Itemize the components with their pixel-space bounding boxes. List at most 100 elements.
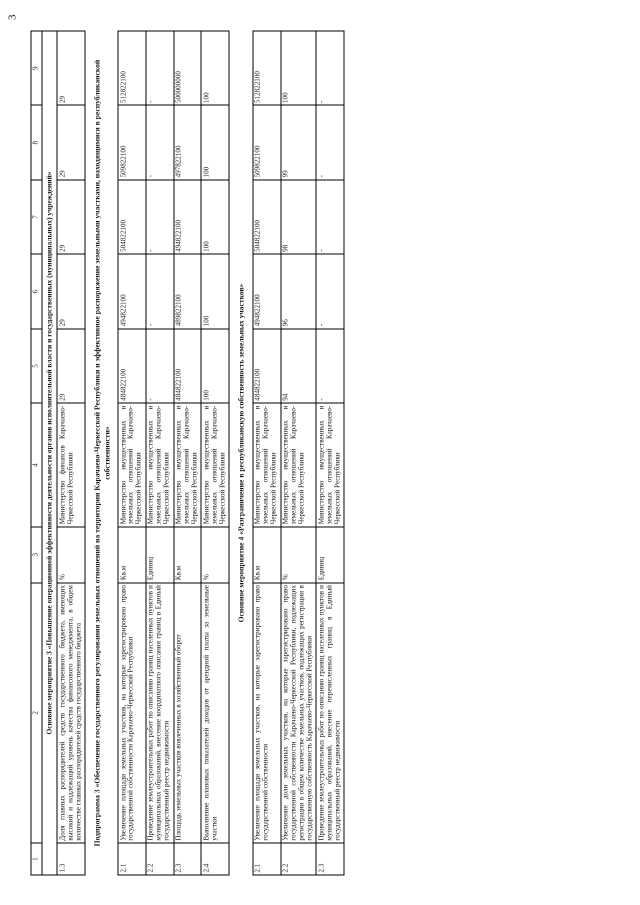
row-value-5: 484822100 xyxy=(252,328,281,403)
row-indicator-name: Доля главных распорядителей средств госу… xyxy=(56,582,85,843)
row-number: 2.3 xyxy=(173,842,201,875)
section-header-om3: Основное мероприятие 3 «Повышение операц… xyxy=(41,30,57,875)
column-number-row: 1 2 3 4 5 6 7 8 9 xyxy=(30,30,42,875)
row-executor: Министерство имущественных и земельных о… xyxy=(315,402,344,527)
row-value-9: 500000000 xyxy=(173,30,201,105)
row-value-5: 484822100 xyxy=(173,328,201,403)
row-unit: % xyxy=(56,526,85,583)
row-value-7: 504822100 xyxy=(117,179,146,254)
row-unit: Единиц xyxy=(315,526,344,583)
table-row: 2.2 Проведение землеустроительных работ … xyxy=(145,30,174,875)
row-value-9: 100 xyxy=(280,30,316,105)
row-value-7: 98 xyxy=(280,179,316,254)
row-value-8: 497822100 xyxy=(173,105,201,180)
colnum-9: 9 xyxy=(30,30,42,105)
row-value-9: 512822100 xyxy=(117,30,146,105)
row-indicator-name: Увеличение площади земельных участков, н… xyxy=(252,582,281,843)
row-indicator-name: Увеличение доли земельных участков, на к… xyxy=(280,582,316,843)
row-value-6: 100 xyxy=(200,253,229,329)
row-value-5: 94 xyxy=(280,328,316,403)
row-value-7: - xyxy=(315,179,344,254)
row-value-5: 100 xyxy=(200,328,229,403)
colnum-3: 3 xyxy=(30,526,42,583)
row-value-9: 512822100 xyxy=(252,30,281,105)
section-title-om3: Основное мероприятие 3 «Повышение операц… xyxy=(41,30,57,875)
row-unit: Кв.м xyxy=(173,526,201,583)
row-unit: Единиц xyxy=(145,526,174,583)
row-value-7: 100 xyxy=(200,179,229,254)
row-indicator-name: Проведение землеустроительных работ по о… xyxy=(315,582,344,843)
row-unit: Кв.м xyxy=(252,526,281,583)
row-number: 2.1 xyxy=(252,842,281,875)
row-executor: Министерство имущественных и земельных о… xyxy=(252,402,281,527)
row-number: 1.3 xyxy=(56,842,85,875)
row-value-5: - xyxy=(315,328,344,403)
colnum-5: 5 xyxy=(30,328,42,403)
row-executor: Министерство имущественных и земельных о… xyxy=(200,402,229,527)
row-value-8: 509822100 xyxy=(252,105,281,180)
row-number: 2.1 xyxy=(117,842,146,875)
table-row: 2.2 Увеличение доли земельных участков, … xyxy=(280,30,316,875)
table-row: 2.1 Увеличение площади земельных участко… xyxy=(252,30,281,875)
row-indicator-name: Проведение землеустроительных работ по о… xyxy=(145,582,174,843)
row-value-9: - xyxy=(315,30,344,105)
table-row: 2.1 Увеличение площади земельных участко… xyxy=(117,30,146,875)
row-value-6: 96 xyxy=(280,253,316,329)
row-value-8: 100 xyxy=(200,105,229,180)
row-value-6: - xyxy=(315,253,344,329)
row-value-7: 504822100 xyxy=(252,179,281,254)
row-value-6: 29 xyxy=(56,253,85,329)
page-number: 3 xyxy=(6,14,18,20)
row-value-5: 29 xyxy=(56,328,85,403)
colnum-4: 4 xyxy=(30,402,42,527)
colnum-7: 7 xyxy=(30,179,42,254)
row-executor: Министерство имущественных и земельных о… xyxy=(173,402,201,527)
row-indicator-name: Площадь земельных участков вовлеченных в… xyxy=(173,582,201,843)
row-value-8: 509822100 xyxy=(117,105,146,180)
row-indicator-name: Выполнение плановых показателей доходов … xyxy=(200,582,229,843)
row-value-6: 494822100 xyxy=(252,253,281,329)
row-value-6: 494822100 xyxy=(117,253,146,329)
colnum-1: 1 xyxy=(30,842,42,875)
row-value-6: - xyxy=(145,253,174,329)
row-value-8: 29 xyxy=(56,105,85,180)
row-value-5: - xyxy=(145,328,174,403)
row-number: 2.2 xyxy=(145,842,174,875)
row-value-5: 484822100 xyxy=(117,328,146,403)
row-indicator-name: Увеличение площади земельных участков, н… xyxy=(117,582,146,843)
row-executor: Министерство финансов Карачаево-Черкесск… xyxy=(56,402,85,527)
row-value-9: - xyxy=(145,30,174,105)
row-value-9: 100 xyxy=(200,30,229,105)
row-unit: % xyxy=(280,526,316,583)
table-row: 2.4 Выполнение плановых показателей дохо… xyxy=(200,30,229,875)
section-title-om4: Основное мероприятие 4 «Разграничение в … xyxy=(236,283,246,622)
table-band-pp3: 2.1 Увеличение площади земельных участко… xyxy=(117,30,229,875)
table-row: 1.3 Доля главных распорядителей средств … xyxy=(56,30,85,875)
row-value-9: 29 xyxy=(56,30,85,105)
row-value-7: 494822100 xyxy=(173,179,201,254)
row-number: 2.2 xyxy=(280,842,316,875)
row-value-7: 29 xyxy=(56,179,85,254)
colnum-6: 6 xyxy=(30,253,42,329)
table-row: 2.3 Проведение землеустроительных работ … xyxy=(315,30,344,875)
row-value-7: - xyxy=(145,179,174,254)
table-band-om3: 1 2 3 4 5 6 7 8 9 Основное мероприятие 3… xyxy=(30,30,85,875)
subprogram-3-title: Подпрограмма 3 «Обеспечение государствен… xyxy=(92,59,111,846)
row-value-6: 489822100 xyxy=(173,253,201,329)
row-unit: % xyxy=(200,526,229,583)
row-value-8: 99 xyxy=(280,105,316,180)
document-body: 1 2 3 4 5 6 7 8 9 Основное мероприятие 3… xyxy=(30,30,344,875)
table-row: 2.3 Площадь земельных участков вовлеченн… xyxy=(173,30,201,875)
row-value-8: - xyxy=(315,105,344,180)
table-band-om4: 2.1 Увеличение площади земельных участко… xyxy=(252,30,344,875)
row-unit: Кв.м xyxy=(117,526,146,583)
row-executor: Министерство имущественных и земельных о… xyxy=(145,402,174,527)
colnum-8: 8 xyxy=(30,105,42,180)
row-value-8: - xyxy=(145,105,174,180)
row-executor: Министерство имущественных и земельных о… xyxy=(280,402,316,527)
row-number: 2.4 xyxy=(200,842,229,875)
colnum-2: 2 xyxy=(30,582,42,843)
row-executor: Министерство имущественных и земельных о… xyxy=(117,402,146,527)
